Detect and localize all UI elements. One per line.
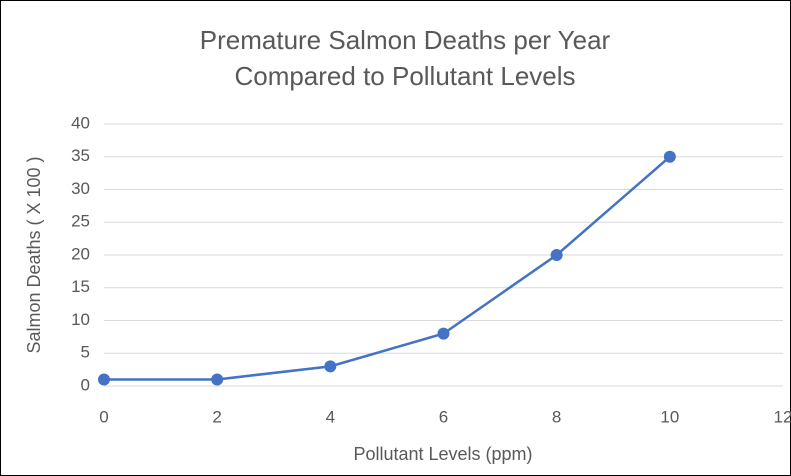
x-tick-label: 6 — [439, 407, 448, 426]
data-point — [550, 249, 563, 261]
x-tick-label: 12 — [774, 407, 791, 426]
chart-title-line: Premature Salmon Deaths per Year — [200, 25, 611, 55]
data-point — [211, 373, 224, 386]
chart-title-line: Compared to Pollutant Levels — [234, 61, 575, 91]
data-point — [98, 373, 110, 386]
x-axis-title: Pollutant Levels (ppm) — [353, 444, 532, 464]
x-tick-label: 0 — [99, 407, 108, 426]
y-tick-label: 20 — [71, 244, 90, 263]
y-tick-label: 35 — [71, 146, 90, 165]
y-tick-label: 25 — [71, 212, 90, 231]
x-tick-label: 2 — [212, 407, 221, 426]
data-point — [663, 150, 676, 163]
data-point — [324, 360, 337, 373]
y-tick-label: 40 — [71, 113, 90, 132]
y-tick-label: 30 — [71, 179, 90, 198]
y-tick-label: 0 — [81, 375, 90, 394]
y-tick-label: 5 — [81, 343, 90, 362]
y-axis-title: Salmon Deaths ( X 100 ) — [24, 156, 44, 353]
y-tick-label: 10 — [71, 310, 90, 329]
x-tick-label: 4 — [326, 407, 335, 426]
x-tick-label: 10 — [660, 407, 679, 426]
y-tick-label: 15 — [71, 277, 90, 296]
series-line — [104, 155, 671, 381]
x-tick-label: 8 — [552, 407, 561, 426]
data-point — [437, 327, 450, 340]
